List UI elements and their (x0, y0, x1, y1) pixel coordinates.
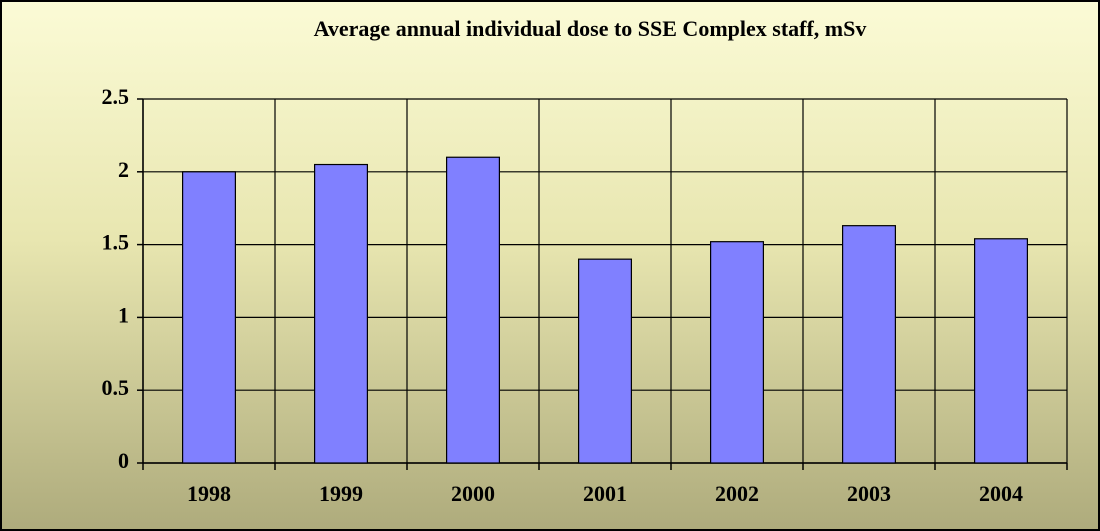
bar (577, 258, 632, 464)
x-tick-label: 2003 (847, 481, 891, 506)
y-tick-label: 1 (118, 302, 129, 327)
x-tick-label: 2002 (715, 481, 759, 506)
y-tick-label: 1.5 (102, 230, 130, 255)
bar (973, 238, 1028, 464)
y-tick-label: 2.5 (102, 84, 130, 109)
bar (709, 241, 764, 464)
x-tick-label: 2000 (451, 481, 495, 506)
bar (446, 156, 501, 464)
bar (841, 225, 896, 464)
y-tick-label: 0 (118, 448, 129, 473)
y-tick-label: 0.5 (102, 375, 130, 400)
x-tick-label: 2004 (979, 481, 1023, 506)
y-tick-label: 2 (118, 157, 129, 182)
bar (314, 163, 369, 464)
chart-title: Average annual individual dose to SSE Co… (314, 16, 867, 41)
bar (182, 171, 237, 464)
x-tick-label: 1998 (187, 481, 231, 506)
x-tick-label: 1999 (319, 481, 363, 506)
x-tick-label: 2001 (583, 481, 627, 506)
